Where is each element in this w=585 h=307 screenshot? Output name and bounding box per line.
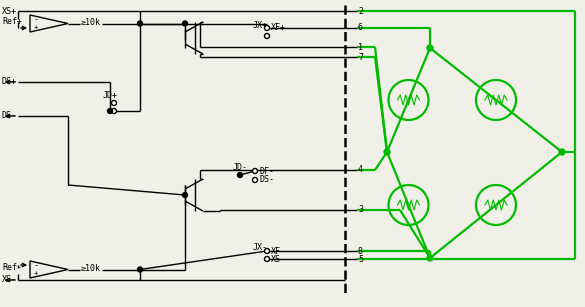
Text: Ref+: Ref+ [2, 17, 22, 26]
Circle shape [264, 25, 270, 30]
Text: ≥10k: ≥10k [81, 18, 101, 27]
Circle shape [137, 21, 143, 26]
Text: DS+: DS+ [2, 77, 17, 87]
Circle shape [238, 173, 243, 177]
Text: XF-: XF- [271, 247, 286, 255]
Text: JX+: JX+ [253, 21, 268, 29]
Circle shape [183, 21, 188, 26]
Text: 1: 1 [358, 42, 363, 52]
Text: XS-: XS- [271, 255, 286, 263]
Circle shape [264, 33, 270, 38]
Text: JX-: JX- [253, 243, 268, 252]
Text: +: + [34, 270, 38, 276]
Text: 4: 4 [358, 165, 363, 174]
Text: -: - [34, 262, 39, 270]
Text: 5: 5 [358, 255, 363, 263]
Text: ≥10k: ≥10k [81, 264, 101, 273]
Circle shape [183, 192, 188, 197]
Text: 7: 7 [358, 52, 363, 61]
Circle shape [112, 108, 116, 114]
Circle shape [559, 149, 565, 155]
Text: 8: 8 [358, 247, 363, 255]
Text: XS-: XS- [2, 275, 17, 285]
Circle shape [108, 108, 112, 114]
Circle shape [427, 255, 433, 261]
Text: -: - [34, 15, 39, 25]
Text: Ref-: Ref- [2, 263, 22, 273]
Text: JD-: JD- [233, 162, 248, 172]
Text: DF-: DF- [260, 166, 275, 176]
Text: +: + [34, 24, 38, 30]
Text: 6: 6 [358, 24, 363, 33]
Text: DS-: DS- [2, 111, 17, 121]
Circle shape [253, 177, 257, 182]
Circle shape [264, 248, 270, 254]
Text: 3: 3 [358, 205, 363, 215]
Circle shape [427, 45, 433, 51]
Circle shape [137, 267, 143, 272]
Text: XF+: XF+ [271, 24, 286, 33]
Text: XS+: XS+ [2, 6, 17, 15]
Text: JD+: JD+ [103, 91, 118, 100]
Circle shape [264, 257, 270, 262]
Text: DS-: DS- [260, 176, 275, 185]
Text: 2: 2 [358, 6, 363, 15]
Circle shape [253, 169, 257, 173]
Circle shape [384, 149, 390, 155]
Circle shape [112, 100, 116, 106]
